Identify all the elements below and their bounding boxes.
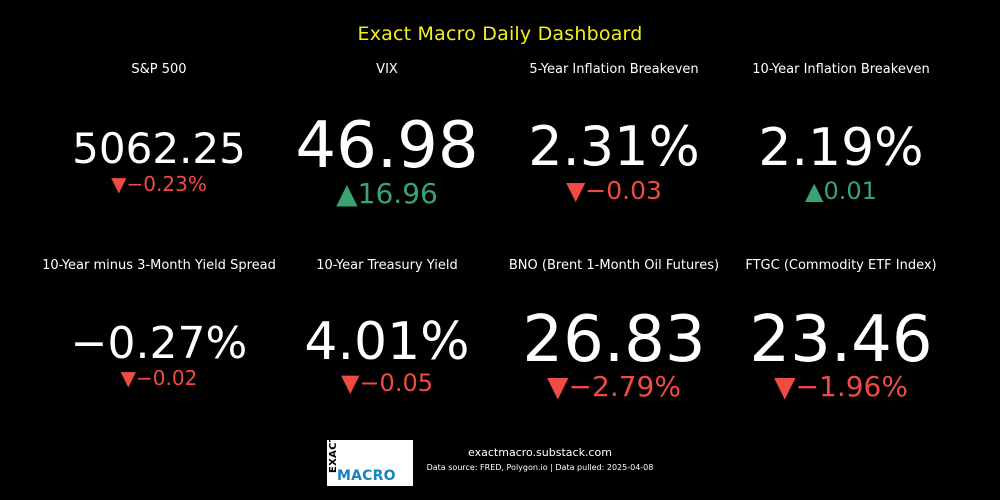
metric-value: 23.46 [749, 303, 933, 377]
metric-change: ▼−0.03 [566, 176, 662, 205]
metric-label: 10-Year Treasury Yield [316, 258, 458, 273]
metric-label: FTGC (Commodity ETF Index) [745, 258, 937, 273]
metric-value: 2.31% [528, 115, 700, 178]
data-source-note: Data source: FRED, Polygon.io | Data pul… [426, 463, 654, 472]
metric-change: ▼−1.96% [774, 370, 908, 403]
substack-url: exactmacro.substack.com [468, 446, 612, 459]
metric-10y-treasury: 10-Year Treasury Yield 4.01% ▼−0.05 [273, 258, 501, 408]
metric-change: ▼−2.79% [547, 370, 681, 403]
metric-10y-breakeven: 10-Year Inflation Breakeven 2.19% ▲0.01 [727, 62, 955, 212]
exact-macro-logo: EXACT MACRO [327, 440, 413, 486]
metric-vix: VIX 46.98 ▲16.96 [273, 62, 501, 212]
metric-5y-breakeven: 5-Year Inflation Breakeven 2.31% ▼−0.03 [500, 62, 728, 212]
metric-value: 5062.25 [72, 124, 246, 173]
dashboard-title: Exact Macro Daily Dashboard [357, 23, 643, 45]
metric-label: 10-Year minus 3-Month Yield Spread [42, 258, 276, 273]
metric-ftgc: FTGC (Commodity ETF Index) 23.46 ▼−1.96% [727, 258, 955, 408]
metric-yield-spread: 10-Year minus 3-Month Yield Spread −0.27… [42, 258, 276, 408]
metric-value: 4.01% [304, 312, 470, 372]
metric-label: VIX [376, 62, 398, 77]
metric-change: ▼−0.02 [120, 366, 198, 390]
metric-label: BNO (Brent 1-Month Oil Futures) [508, 258, 720, 273]
metric-label: S&P 500 [131, 62, 187, 77]
metric-sp500: S&P 500 5062.25 ▼−0.23% [45, 62, 273, 212]
footer: EXACT MACRO exactmacro.substack.com Data… [0, 440, 1000, 488]
metric-change: ▲16.96 [336, 177, 438, 210]
metric-value: 46.98 [295, 109, 479, 183]
metric-value: 2.19% [758, 118, 924, 178]
metrics-grid: S&P 500 5062.25 ▼−0.23% VIX 46.98 ▲16.96… [42, 62, 955, 422]
metric-value: 26.83 [522, 303, 706, 377]
metric-change: ▼−0.05 [340, 369, 433, 397]
metric-change: ▼−0.23% [111, 172, 207, 196]
metric-label: 5-Year Inflation Breakeven [529, 62, 699, 77]
metric-bno: BNO (Brent 1-Month Oil Futures) 26.83 ▼−… [500, 258, 728, 408]
logo-macro-text: MACRO [337, 468, 396, 484]
metric-value: −0.27% [70, 318, 248, 369]
metric-label: 10-Year Inflation Breakeven [752, 62, 930, 77]
metric-change: ▲0.01 [805, 177, 877, 205]
